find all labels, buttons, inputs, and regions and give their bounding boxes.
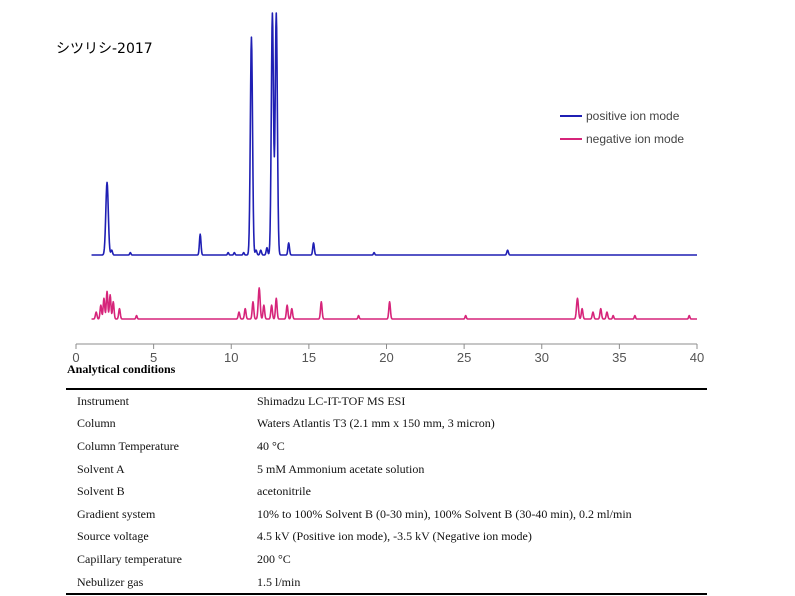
conditions-row: Instrument Shimadzu LC-IT-TOF MS ESI (66, 389, 707, 413)
condition-key: Source voltage (77, 529, 149, 544)
legend: positive ion mode negative ion mode (560, 106, 684, 152)
conditions-row: Capillary temperature 200 °C (66, 548, 707, 571)
conditions-row: Column Temperature 40 °C (66, 435, 707, 458)
legend-swatch-positive (560, 115, 582, 117)
x-tick-label: 40 (690, 350, 704, 365)
chart-title: シツリシ-2017 (56, 41, 153, 57)
x-axis: 0 5 10 15 20 25 30 35 40 (72, 343, 704, 365)
condition-key: Solvent B (77, 484, 125, 499)
condition-value: Waters Atlantis T3 (2.1 mm x 150 mm, 3 m… (257, 416, 495, 431)
condition-value: 10% to 100% Solvent B (0-30 min), 100% S… (257, 506, 632, 521)
x-tick-label: 35 (612, 350, 626, 365)
condition-value: 40 °C (257, 438, 285, 453)
condition-key: Gradient system (77, 506, 156, 521)
conditions-row: Nebulizer gas 1.5 l/min (66, 571, 707, 595)
condition-key: Nebulizer gas (77, 574, 144, 589)
condition-key: Instrument (77, 393, 129, 408)
x-tick-label: 0 (72, 350, 79, 365)
condition-key: Column (77, 416, 116, 431)
series-line-positive (91, 12, 698, 256)
conditions-table: Instrument Shimadzu LC-IT-TOF MS ESI Colum… (66, 388, 707, 596)
series-line-negative (91, 287, 698, 320)
chromatogram-chart: 0 5 10 15 20 25 30 35 40 (72, 12, 704, 365)
legend-item-negative: negative ion mode (560, 129, 684, 149)
x-tick-label: 15 (302, 350, 316, 365)
condition-value: 1.5 l/min (257, 574, 301, 589)
x-tick-label: 30 (535, 350, 549, 365)
legend-item-positive: positive ion mode (560, 106, 684, 126)
legend-swatch-negative (560, 138, 582, 140)
x-tick-label: 25 (457, 350, 471, 365)
legend-label-negative: negative ion mode (586, 132, 685, 146)
conditions-row: Solvent B acetonitrile (66, 480, 707, 503)
condition-value: acetonitrile (257, 484, 311, 499)
x-tick-label: 5 (150, 350, 157, 365)
condition-value: 4.5 kV (Positive ion mode), -3.5 kV (Neg… (257, 529, 532, 544)
condition-value: Shimadzu LC-IT-TOF MS ESI (257, 393, 406, 408)
conditions-row: Column Waters Atlantis T3 (2.1 mm x 150 m… (66, 413, 707, 436)
condition-key: Column Temperature (77, 438, 179, 453)
series-group (91, 12, 698, 320)
condition-key: Capillary temperature (77, 551, 182, 566)
condition-value: 5 mM Ammonium acetate solution (257, 461, 425, 476)
condition-value: 200 °C (257, 551, 291, 566)
x-tick-label: 10 (224, 350, 238, 365)
conditions-row: Solvent A 5 mM Ammonium acetate solution (66, 458, 707, 481)
x-tick-label: 20 (379, 350, 393, 365)
conditions-heading: Analytical conditions (67, 362, 176, 376)
conditions-row: Source voltage 4.5 kV (Positive ion mode)… (66, 526, 707, 549)
condition-key: Solvent A (77, 461, 125, 476)
conditions-row: Gradient system 10% to 100% Solvent B (0-… (66, 503, 707, 526)
legend-label-positive: positive ion mode (586, 109, 680, 123)
